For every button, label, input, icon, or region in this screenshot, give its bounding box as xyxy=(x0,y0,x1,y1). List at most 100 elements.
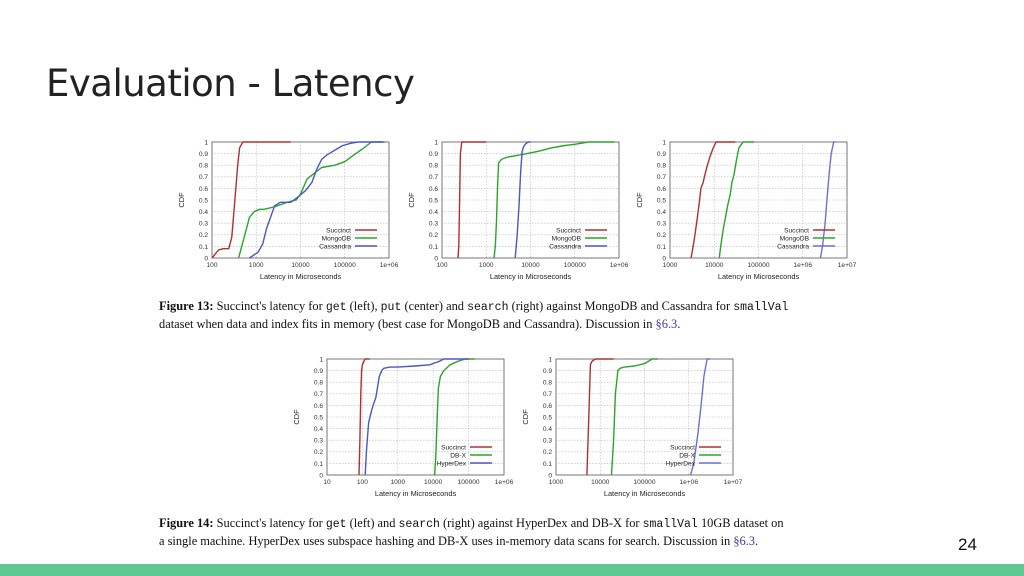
legend-label: Succinct xyxy=(784,227,809,234)
caption-text: Succinct's latency for xyxy=(216,299,326,313)
x-tick-label: 100 xyxy=(436,262,447,269)
y-tick-label: 0.2 xyxy=(199,232,208,239)
y-tick-label: 0.6 xyxy=(429,186,438,193)
x-tick-label: 1000 xyxy=(249,262,264,269)
x-tick-label: 10000 xyxy=(424,479,443,486)
legend-label: MongoDB xyxy=(552,235,582,242)
legend-label: Cassandra xyxy=(777,243,809,250)
x-tick-label: 1e+06 xyxy=(380,262,399,269)
series-line-db-x xyxy=(610,358,658,476)
section-ref-link[interactable]: §6.3 xyxy=(733,534,755,548)
figure13-caption: Figure 13: Succinct's latency for get (l… xyxy=(159,298,788,333)
caption-text: 10GB dataset on xyxy=(697,516,784,530)
caption-text: (left), xyxy=(346,299,381,313)
series-line-succinct xyxy=(211,141,291,259)
y-tick-label: 0.8 xyxy=(429,163,438,170)
y-tick-label: 0.6 xyxy=(543,403,552,410)
y-tick-label: 0.8 xyxy=(314,380,323,387)
x-axis-label: Latency in Microseconds xyxy=(260,272,342,281)
caption-text: (right) against HyperDex and DB-X for xyxy=(439,516,643,530)
y-tick-label: 1 xyxy=(548,356,552,363)
x-tick-label: 10000 xyxy=(521,262,540,269)
legend-label: Cassandra xyxy=(319,243,351,250)
series-line-succinct xyxy=(358,358,370,476)
section-ref-link[interactable]: §6.3 xyxy=(655,317,678,331)
caption-text: Succinct's latency for xyxy=(216,516,326,530)
chart-fig13-search: 0 0.1 0.2 0.3 0.4 0.5 0.6 0.7 0.8 0.9 1 1000 10000 10… xyxy=(635,139,857,281)
legend-label: Succinct xyxy=(556,227,581,234)
y-tick-label: 0.3 xyxy=(543,438,552,445)
y-tick-label: 0.2 xyxy=(543,449,552,456)
y-axis-label: CDF xyxy=(177,192,186,208)
y-tick-label: 0.3 xyxy=(429,221,438,228)
y-tick-label: 0.2 xyxy=(657,232,666,239)
series-line-hyperdex xyxy=(689,358,710,476)
y-tick-label: 1 xyxy=(204,139,208,146)
x-tick-label: 10000 xyxy=(591,479,610,486)
series-line-hyperdex xyxy=(364,358,469,476)
legend-label: MongoDB xyxy=(780,235,810,242)
x-tick-label: 10000 xyxy=(705,262,724,269)
caption-code: search xyxy=(398,518,440,531)
y-tick-label: 0.1 xyxy=(199,244,208,251)
x-tick-label: 1000 xyxy=(390,479,405,486)
chart-fig13-get: 0 0.1 0.2 0.3 0.4 0.5 0.6 0.7 0.8 0.9 1 100 1000 1000… xyxy=(177,139,399,281)
caption-code: smallVal xyxy=(733,301,789,314)
caption-text: . xyxy=(755,534,759,548)
figure14-caption: Figure 14: Succinct's latency for get (l… xyxy=(159,515,784,550)
y-tick-label: 0 xyxy=(204,255,208,262)
figure13-caption-line1: Figure 13: Succinct's latency for get (l… xyxy=(159,298,788,316)
series-line-cassandra xyxy=(514,141,531,259)
y-tick-label: 0.4 xyxy=(199,209,208,216)
y-axis-label: CDF xyxy=(521,409,530,425)
x-tick-label: 1e+06 xyxy=(610,262,629,269)
y-tick-label: 1 xyxy=(434,139,438,146)
x-axis-label: Latency in Microseconds xyxy=(604,489,686,498)
series-line-cassandra xyxy=(819,141,836,259)
legend-label: DB-X xyxy=(450,452,466,459)
caption-text: (center) and xyxy=(401,299,468,313)
chart-fig14-search: 0 0.1 0.2 0.3 0.4 0.5 0.6 0.7 0.8 0.9 1 1000 10000 10… xyxy=(521,356,743,498)
y-tick-label: 0.1 xyxy=(429,244,438,251)
y-tick-label: 0.7 xyxy=(543,391,552,398)
y-tick-label: 0.5 xyxy=(429,197,438,204)
x-tick-label: 10000 xyxy=(291,262,310,269)
y-axis-label: CDF xyxy=(292,409,301,425)
y-tick-label: 0.6 xyxy=(314,403,323,410)
y-tick-label: 0.3 xyxy=(657,221,666,228)
y-tick-label: 0.8 xyxy=(657,163,666,170)
y-tick-label: 0.1 xyxy=(657,244,666,251)
x-tick-label: 100000 xyxy=(633,479,655,486)
x-tick-label: 10 xyxy=(323,479,331,486)
y-tick-label: 0.3 xyxy=(199,221,208,228)
legend-label: DB-X xyxy=(679,452,695,459)
chart-fig14-get: 0 0.1 0.2 0.3 0.4 0.5 0.6 0.7 0.8 0.9 1 10 100 1000 10… xyxy=(292,356,514,498)
legend-label: MongoDB xyxy=(322,235,352,242)
x-tick-label: 1e+06 xyxy=(793,262,812,269)
x-tick-label: 100000 xyxy=(564,262,586,269)
x-tick-label: 100000 xyxy=(458,479,480,486)
y-tick-label: 0.5 xyxy=(657,197,666,204)
y-tick-label: 0.7 xyxy=(314,391,323,398)
x-tick-label: 100 xyxy=(206,262,217,269)
x-axis-label: Latency in Microseconds xyxy=(490,272,572,281)
caption-text: (right) against MongoDB and Cassandra fo… xyxy=(508,299,734,313)
y-tick-label: 0.5 xyxy=(199,197,208,204)
slide-title: Evaluation - Latency xyxy=(46,62,415,105)
legend-label: Succinct xyxy=(441,444,466,451)
x-tick-label: 1e+07 xyxy=(838,262,857,269)
figure13-label: Figure 13: xyxy=(159,299,214,313)
series-line-db-x xyxy=(434,358,475,476)
y-tick-label: 0.9 xyxy=(314,368,323,375)
figure13-caption-line2: dataset when data and index fits in memo… xyxy=(159,316,788,333)
x-tick-label: 100000 xyxy=(334,262,356,269)
y-tick-label: 0.8 xyxy=(543,380,552,387)
y-tick-label: 0.4 xyxy=(314,426,323,433)
y-tick-label: 0.2 xyxy=(314,449,323,456)
y-tick-label: 0.8 xyxy=(199,163,208,170)
legend-label: Cassandra xyxy=(549,243,581,250)
x-tick-label: 100 xyxy=(357,479,368,486)
y-tick-label: 0.2 xyxy=(429,232,438,239)
legend-label: HyperDex xyxy=(437,460,467,467)
y-tick-label: 0 xyxy=(319,472,323,479)
